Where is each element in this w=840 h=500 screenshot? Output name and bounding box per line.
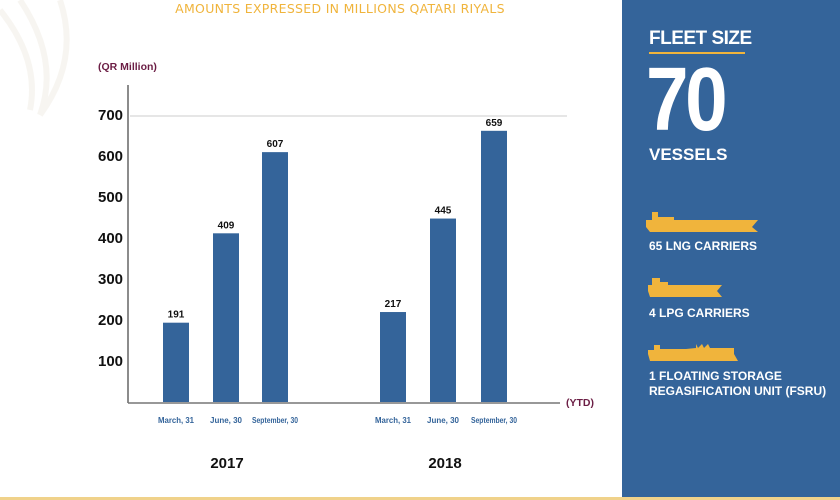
bottom-rule bbox=[0, 497, 840, 500]
data-label: 445 bbox=[435, 206, 452, 217]
bar-2018-0 bbox=[380, 312, 406, 402]
y-tick-label: 300 bbox=[98, 271, 123, 288]
bar-chart: AMOUNTS EXPRESSED IN MILLIONS QATARI RIY… bbox=[0, 0, 594, 472]
y-tick-label: 200 bbox=[98, 312, 123, 329]
y-tick-label: 700 bbox=[98, 107, 123, 124]
group-label: 2018 bbox=[428, 455, 461, 472]
bar-2018-1 bbox=[430, 218, 456, 402]
bar-2017-2 bbox=[262, 152, 288, 402]
chart-title: AMOUNTS EXPRESSED IN MILLIONS QATARI RIY… bbox=[175, 1, 505, 16]
bar-2017-1 bbox=[213, 233, 239, 402]
lpg-carriers-label: 4 LPG CARRIERS bbox=[649, 306, 750, 320]
bar-2017-0 bbox=[163, 322, 189, 402]
lng-carriers-label: 65 LNG CARRIERS bbox=[649, 239, 758, 253]
x-axis-label: (YTD) bbox=[566, 397, 594, 409]
data-label: 409 bbox=[218, 220, 235, 231]
fsru-icon bbox=[648, 344, 738, 361]
fsru-label: 1 FLOATING STORAGE REGASIFICATION UNIT (… bbox=[649, 369, 827, 398]
y-tick-label: 500 bbox=[98, 189, 123, 206]
lpg-carrier-icon bbox=[648, 278, 722, 297]
data-label: 217 bbox=[385, 299, 402, 310]
category-label: June, 30 bbox=[427, 415, 459, 425]
fleet-count: 70 bbox=[646, 50, 728, 150]
group-label: 2017 bbox=[210, 455, 243, 472]
watermark-logo bbox=[0, 0, 70, 117]
y-tick-label: 100 bbox=[98, 353, 123, 370]
category-label: March, 31 bbox=[158, 415, 194, 425]
bar-2018-2 bbox=[481, 130, 507, 402]
fleet-size-heading: FLEET SIZE bbox=[649, 28, 752, 54]
data-label: 607 bbox=[267, 139, 284, 150]
category-label: September, 30 bbox=[252, 415, 298, 425]
fleet-sidebar: FLEET SIZE 70 VESSELS 65 LNG CARRIERS 4 … bbox=[622, 0, 840, 500]
category-label: June, 30 bbox=[210, 415, 242, 425]
y-axis-label: (QR Million) bbox=[98, 61, 157, 73]
y-tick-label: 400 bbox=[98, 230, 123, 247]
lng-carrier-icon bbox=[646, 212, 758, 232]
category-label: March, 31 bbox=[375, 415, 411, 425]
fleet-unit: VESSELS bbox=[649, 145, 728, 164]
data-label: 659 bbox=[486, 118, 503, 129]
y-tick-label: 600 bbox=[98, 148, 123, 165]
category-label: September, 30 bbox=[471, 415, 517, 425]
data-label: 191 bbox=[168, 310, 185, 321]
